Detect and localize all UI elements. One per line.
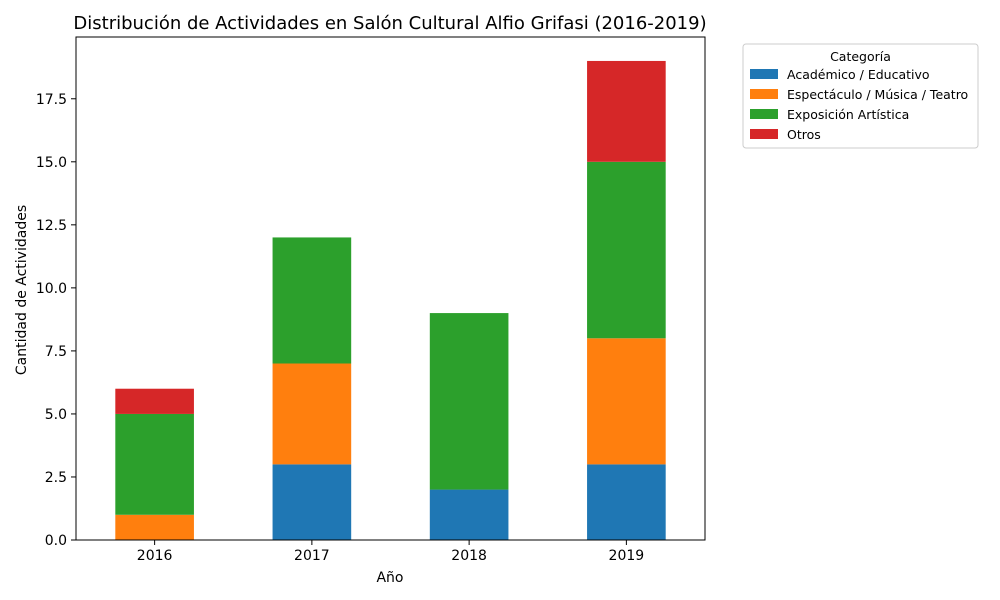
- plot-frame: [75, 36, 706, 541]
- y-tick-label: 7.5: [45, 344, 67, 360]
- y-tick-label: 17.5: [36, 92, 67, 108]
- bar-2018-series-2: [429, 313, 509, 490]
- bar-2016-series-2: [115, 413, 194, 515]
- y-tick-label: 15.0: [36, 155, 67, 171]
- bar-2018-series-0: [429, 489, 509, 540]
- legend-swatch: [750, 69, 778, 79]
- bar-2019-series-1: [587, 338, 666, 465]
- y-axis-label: Cantidad de Actividades: [14, 205, 30, 375]
- x-tick-label: 2018: [451, 548, 487, 564]
- y-tick-label: 0.0: [45, 533, 67, 549]
- legend-swatch: [750, 109, 778, 119]
- y-tick-label: 2.5: [45, 470, 67, 486]
- x-tick-label: 2017: [294, 548, 330, 564]
- legend: Categoría Académico / Educativo Espectácul…: [742, 43, 979, 149]
- chart-title: Distribución de Actividades en Salón Cul…: [73, 13, 706, 34]
- bar-2016-series-3: [115, 388, 194, 414]
- legend-title: Categoría: [830, 49, 891, 64]
- legend-swatch: [750, 89, 778, 99]
- plot-area: 0.0 2.5 5.0 7.5 10.0 12.5 15.0 17.5 2016 2017 2018…: [36, 36, 706, 564]
- bar-2017-series-2: [272, 237, 352, 364]
- legend-entry: Otros: [787, 127, 821, 142]
- y-tick-label: 10.0: [36, 281, 67, 297]
- y-tick-label: 12.5: [36, 218, 67, 234]
- x-tick-label: 2019: [609, 548, 645, 564]
- bar-2016-series-1: [115, 514, 194, 540]
- legend-entry: Exposición Artística: [787, 107, 909, 122]
- x-tick-label: 2016: [137, 548, 173, 564]
- bar-2017-series-1: [272, 363, 352, 465]
- legend-swatch: [750, 129, 778, 139]
- bar-2019-series-2: [587, 161, 666, 339]
- x-axis-label: Año: [376, 570, 403, 586]
- legend-box: [742, 43, 979, 149]
- bar-2017-series-0: [272, 464, 352, 540]
- legend-entry: Espectáculo / Música / Teatro: [787, 87, 968, 102]
- legend-entry: Académico / Educativo: [787, 67, 930, 82]
- y-tick-label: 5.0: [45, 407, 67, 423]
- bar-2019-series-0: [587, 464, 666, 540]
- bar-2019-series-3: [587, 60, 666, 162]
